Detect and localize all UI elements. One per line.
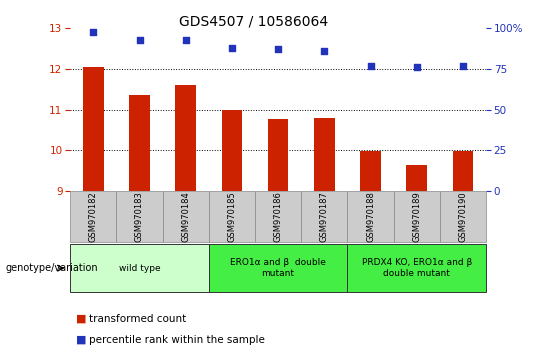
Bar (209, 244, 347, 292)
Text: GDS4507 / 10586064: GDS4507 / 10586064 (179, 14, 328, 28)
Text: GSM970184: GSM970184 (181, 192, 190, 242)
Bar (176, 85, 196, 191)
Bar (406, 165, 427, 191)
Bar (394, 191, 440, 242)
Bar (255, 191, 301, 242)
Bar (440, 191, 486, 242)
Bar (70, 191, 117, 242)
Text: ERO1α and β  double
mutant: ERO1α and β double mutant (230, 258, 326, 278)
Text: ■: ■ (76, 335, 86, 345)
Bar (117, 191, 163, 242)
Bar (347, 191, 394, 242)
Text: GSM970186: GSM970186 (274, 192, 282, 242)
Text: GSM970182: GSM970182 (89, 192, 98, 242)
Bar (163, 191, 209, 242)
Bar (301, 191, 347, 242)
Text: wild type: wild type (119, 264, 160, 273)
Point (366, 63, 375, 69)
Bar (209, 191, 255, 242)
Point (135, 37, 144, 42)
Text: GSM970189: GSM970189 (412, 192, 421, 242)
Point (458, 63, 467, 69)
Point (227, 45, 236, 51)
Bar (221, 110, 242, 191)
Bar (314, 118, 335, 191)
Point (320, 48, 329, 54)
Bar (347, 244, 486, 292)
Text: GSM970187: GSM970187 (320, 192, 329, 242)
Bar (268, 119, 288, 191)
Point (413, 64, 421, 70)
Text: ■: ■ (76, 314, 86, 324)
Bar (70, 244, 209, 292)
Text: GSM970190: GSM970190 (458, 192, 468, 242)
Text: GSM970185: GSM970185 (227, 192, 237, 242)
Bar (129, 96, 150, 191)
Point (274, 47, 282, 52)
Point (89, 29, 98, 34)
Text: GSM970183: GSM970183 (135, 192, 144, 242)
Bar (83, 67, 104, 191)
Text: percentile rank within the sample: percentile rank within the sample (89, 335, 265, 345)
Text: genotype/variation: genotype/variation (5, 263, 98, 273)
Bar (360, 151, 381, 191)
Point (181, 37, 190, 42)
Text: PRDX4 KO, ERO1α and β
double mutant: PRDX4 KO, ERO1α and β double mutant (362, 258, 472, 278)
Text: transformed count: transformed count (89, 314, 186, 324)
Text: GSM970188: GSM970188 (366, 192, 375, 242)
Bar (453, 151, 473, 191)
